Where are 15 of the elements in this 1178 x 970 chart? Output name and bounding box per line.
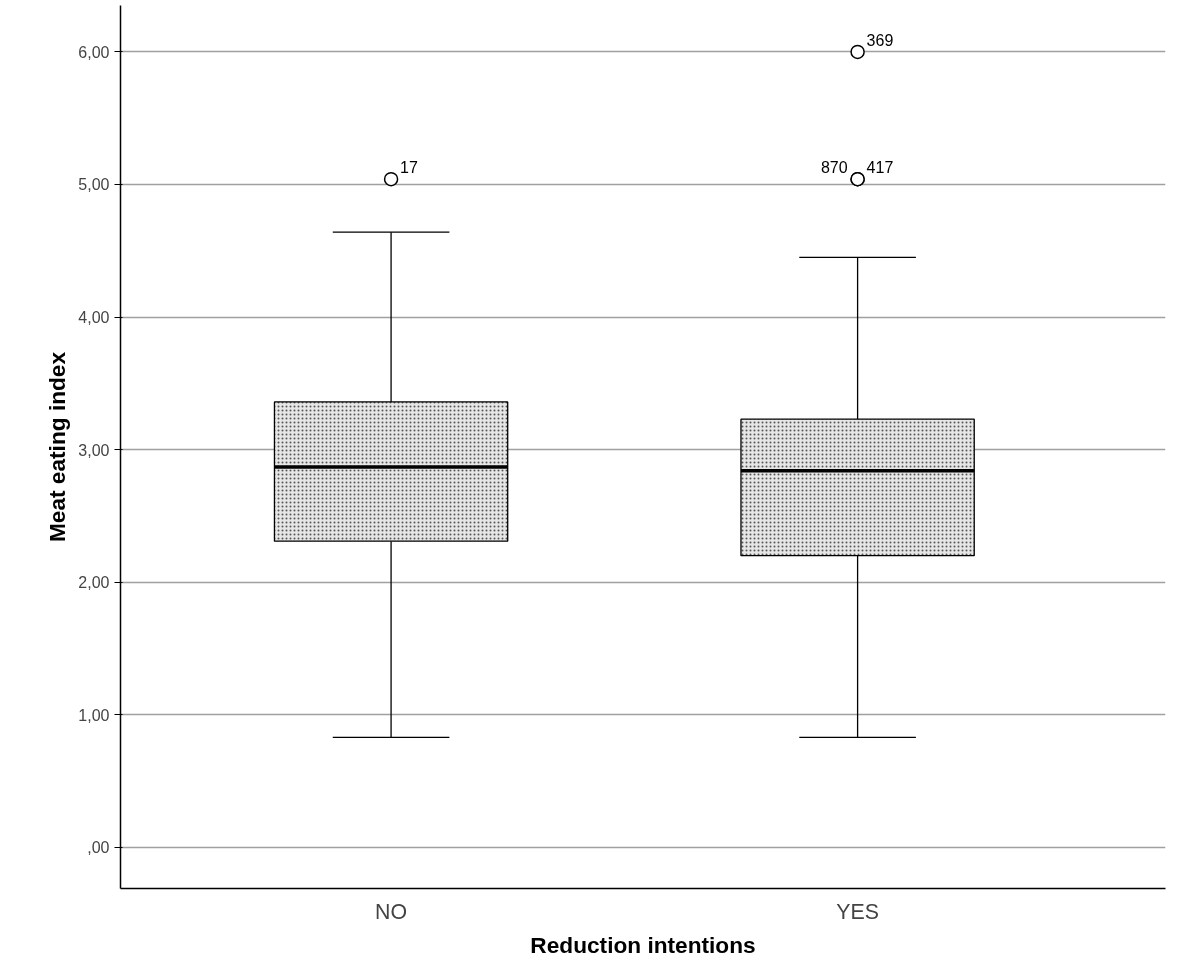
- y-tick-label: ,00: [87, 839, 110, 857]
- y-axis-title: Meat eating index: [44, 351, 71, 543]
- x-tick-label: NO: [375, 899, 408, 924]
- x-tick-label: YES: [836, 899, 879, 924]
- annotation: 417: [866, 159, 894, 177]
- annotation: 369: [866, 31, 894, 49]
- y-tick-label: 6,00: [78, 43, 110, 61]
- y-tick-label: 4,00: [78, 309, 110, 327]
- y-tick-label: 2,00: [78, 574, 110, 592]
- y-tick-label: 5,00: [78, 176, 110, 194]
- annotation: 870: [820, 159, 848, 177]
- y-tick-label: 3,00: [78, 441, 110, 459]
- annotation: 17: [400, 159, 418, 177]
- y-tick-label: 1,00: [78, 706, 110, 724]
- x-axis-title: Reduction intentions: [530, 931, 756, 958]
